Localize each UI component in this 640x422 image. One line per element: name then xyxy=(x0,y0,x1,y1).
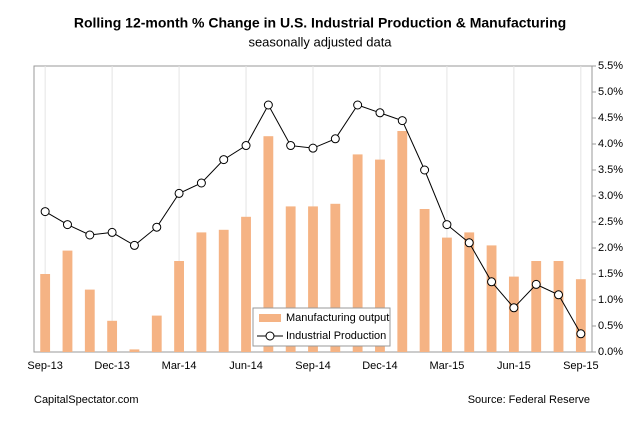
marker xyxy=(576,329,586,339)
x-tick-label: Sep-14 xyxy=(295,360,330,372)
y-tick-label: 1.0% xyxy=(598,294,623,306)
bar xyxy=(308,206,318,352)
x-tick-label: Jun-14 xyxy=(229,360,263,372)
marker xyxy=(375,108,385,118)
marker xyxy=(330,134,340,144)
marker xyxy=(420,165,430,175)
x-tick-label: Mar-15 xyxy=(429,360,464,372)
legend-swatch xyxy=(259,314,281,322)
marker xyxy=(464,238,474,248)
bar xyxy=(375,159,385,352)
marker xyxy=(40,207,50,217)
chart-subtitle: seasonally adjusted data xyxy=(248,34,392,49)
y-tick-label: 2.0% xyxy=(598,242,623,254)
legend-label: Industrial Production xyxy=(286,330,386,342)
marker xyxy=(353,100,363,110)
x-tick-label: Jun-15 xyxy=(497,360,531,372)
marker xyxy=(152,222,162,232)
marker xyxy=(85,230,95,240)
bar xyxy=(174,261,184,352)
bar xyxy=(575,279,586,352)
chart-title: Rolling 12-month % Change in U.S. Indust… xyxy=(74,15,566,31)
bar xyxy=(553,261,564,352)
bar xyxy=(40,274,51,352)
marker xyxy=(263,100,273,110)
y-tick-label: 5.0% xyxy=(598,86,623,98)
bar xyxy=(397,131,408,352)
marker xyxy=(241,141,251,151)
y-tick-label: 4.0% xyxy=(598,138,623,150)
bar xyxy=(419,209,430,352)
marker xyxy=(286,141,296,151)
x-tick-label: Sep-13 xyxy=(27,360,62,372)
y-tick-label: 0.5% xyxy=(598,320,623,332)
bar xyxy=(285,206,296,352)
marker xyxy=(442,220,452,230)
marker xyxy=(509,303,519,313)
y-tick-label: 5.5% xyxy=(598,60,623,72)
y-tick-label: 0.0% xyxy=(598,346,623,358)
bar xyxy=(263,136,274,352)
marker xyxy=(62,220,72,230)
bar xyxy=(196,232,207,352)
y-tick-label: 2.5% xyxy=(598,216,623,228)
marker xyxy=(196,178,206,188)
bar xyxy=(330,203,341,352)
bar xyxy=(129,349,140,352)
bar xyxy=(464,232,475,352)
legend-label: Manufacturing output xyxy=(286,312,389,324)
bar xyxy=(352,154,363,352)
marker xyxy=(554,290,564,300)
source-left: CapitalSpectator.com xyxy=(34,394,139,406)
y-tick-label: 1.5% xyxy=(598,268,623,280)
bar xyxy=(218,229,229,352)
x-tick-label: Dec-14 xyxy=(362,360,397,372)
bar xyxy=(62,250,73,352)
bar xyxy=(486,245,497,352)
y-tick-label: 3.5% xyxy=(598,164,623,176)
bar xyxy=(151,315,162,352)
legend-marker xyxy=(265,331,275,341)
source-right: Source: Federal Reserve xyxy=(468,394,590,406)
marker xyxy=(129,240,139,250)
x-tick-label: Mar-14 xyxy=(162,360,197,372)
bar xyxy=(84,289,95,352)
marker xyxy=(219,155,229,165)
marker xyxy=(487,277,497,287)
bar xyxy=(442,237,452,352)
marker xyxy=(174,188,184,198)
x-tick-label: Sep-15 xyxy=(563,360,598,372)
bar xyxy=(241,216,251,352)
y-tick-label: 4.5% xyxy=(598,112,623,124)
marker xyxy=(531,279,541,289)
x-tick-label: Dec-13 xyxy=(94,360,129,372)
bar xyxy=(508,276,519,352)
bar xyxy=(531,261,542,352)
marker xyxy=(308,143,318,153)
y-tick-label: 3.0% xyxy=(598,190,623,202)
marker xyxy=(397,116,407,126)
bar xyxy=(107,320,118,352)
marker xyxy=(107,227,117,237)
